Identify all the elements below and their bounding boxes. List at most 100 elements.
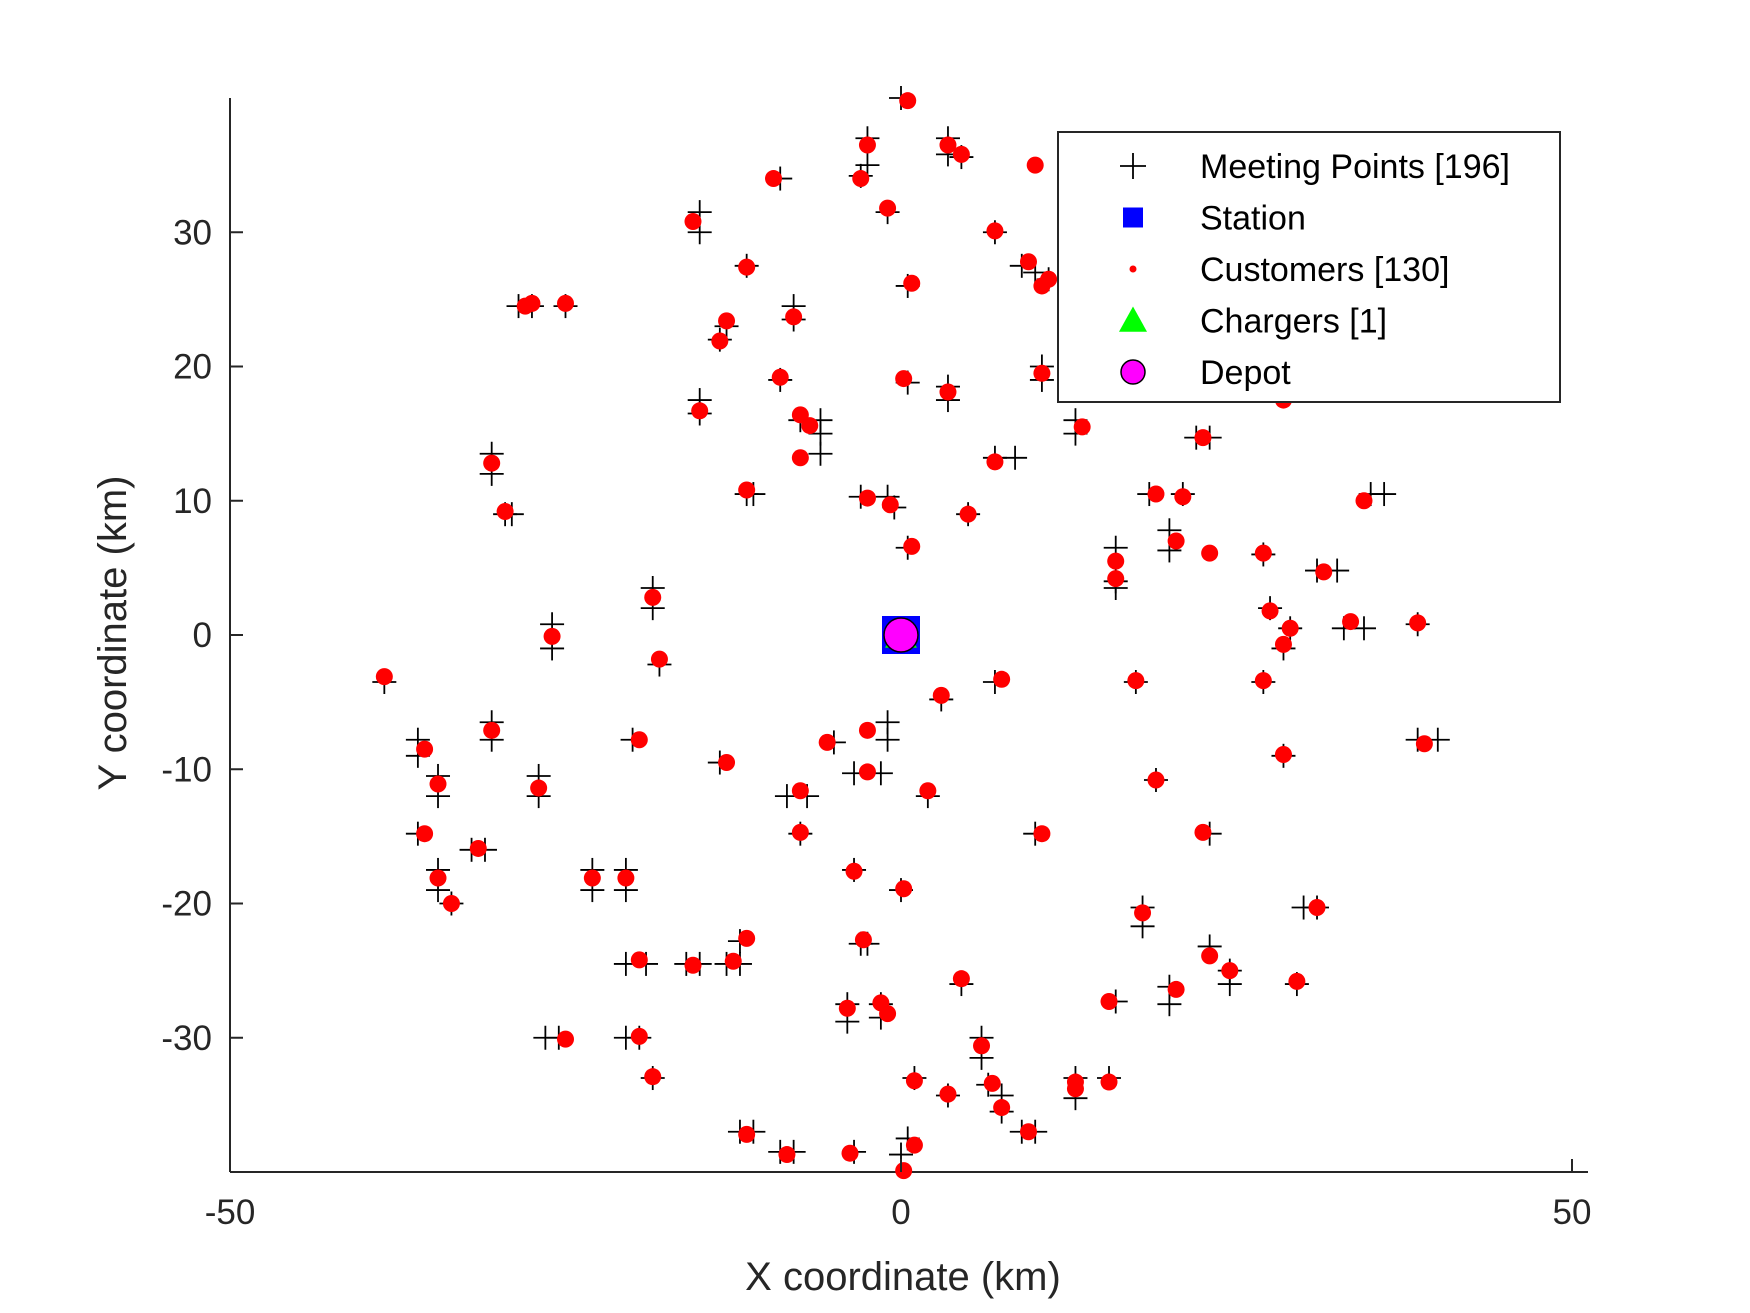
customer-marker — [838, 999, 856, 1017]
customer-marker — [903, 537, 921, 555]
customer-marker — [416, 825, 434, 843]
y-tick-label: 20 — [173, 348, 212, 387]
customer-marker — [583, 869, 601, 887]
meeting-point-marker — [808, 441, 833, 466]
customer-marker — [1274, 745, 1292, 763]
customer-marker — [858, 489, 876, 507]
depot-marker — [883, 617, 919, 653]
customer-marker — [469, 839, 487, 857]
legend-entry-label: Customers [130] — [1200, 251, 1449, 289]
x-tick-label: -50 — [205, 1193, 256, 1232]
meeting-point-marker — [808, 421, 833, 446]
customer-marker — [1040, 270, 1058, 288]
series-dot — [375, 92, 1433, 1180]
x-tick-label: 50 — [1553, 1193, 1592, 1232]
x-tick-label: 0 — [891, 1193, 910, 1232]
customer-marker — [895, 1162, 913, 1180]
legend: Meeting Points [196] Station Customers [13… — [1057, 131, 1561, 403]
customer-marker — [1033, 825, 1051, 843]
customer-marker — [738, 929, 756, 947]
meeting-point-marker — [875, 727, 900, 752]
customer-marker — [1194, 823, 1212, 841]
customer-marker — [530, 779, 548, 797]
legend-depot-icon — [1120, 359, 1146, 385]
customer-marker — [711, 332, 729, 350]
ticks: -50 0 50 -30 -20 -10 0 10 20 30 — [161, 213, 1591, 1232]
legend-customers-icon — [1129, 265, 1137, 273]
plot-area — [372, 86, 1450, 1180]
customer-marker — [841, 1144, 859, 1162]
customer-marker — [1281, 619, 1299, 637]
customer-marker — [724, 952, 742, 970]
customer-marker — [845, 862, 863, 880]
customer-marker — [993, 670, 1011, 688]
meeting-point-marker — [1003, 445, 1028, 470]
customer-marker — [557, 1030, 574, 1048]
customer-marker — [429, 869, 447, 887]
customer-marker — [983, 1074, 1001, 1092]
customer-marker — [1274, 635, 1292, 653]
customer-marker — [881, 496, 899, 514]
customer-marker — [617, 869, 635, 887]
customer-marker — [771, 368, 789, 386]
customer-marker — [738, 258, 756, 276]
customer-marker — [429, 775, 447, 793]
customer-marker — [718, 754, 736, 772]
customer-marker — [986, 222, 1004, 240]
legend-entry-label: Meeting Points [196] — [1200, 148, 1510, 186]
customer-marker — [738, 481, 756, 499]
customer-marker — [684, 213, 702, 231]
customer-marker — [1201, 947, 1219, 965]
customer-marker — [905, 1136, 923, 1154]
customer-marker — [791, 782, 809, 800]
customer-marker — [650, 650, 668, 668]
customer-marker — [644, 1068, 662, 1086]
customer-marker — [899, 92, 917, 110]
customer-marker — [932, 686, 950, 704]
customer-marker — [644, 588, 662, 606]
legend-box — [1057, 131, 1561, 403]
customer-marker — [1033, 364, 1051, 382]
customer-marker — [973, 1037, 991, 1055]
customer-marker — [1134, 904, 1152, 922]
customer-marker — [1308, 899, 1326, 917]
customer-marker — [1073, 418, 1091, 436]
customer-marker — [630, 1027, 648, 1045]
customer-marker — [952, 145, 970, 163]
customer-marker — [738, 1125, 756, 1143]
y-tick-label: -20 — [161, 885, 212, 924]
customer-marker — [905, 1072, 923, 1090]
y-tick-label: 10 — [173, 482, 212, 521]
meeting-point-marker — [1157, 992, 1182, 1017]
customer-marker — [1194, 429, 1212, 447]
legend-entry-label: Depot — [1200, 354, 1291, 392]
customer-marker — [1254, 544, 1272, 562]
customer-marker — [919, 782, 937, 800]
customer-marker — [1415, 735, 1433, 753]
customer-marker — [895, 880, 913, 898]
customer-marker — [375, 668, 393, 686]
customer-marker — [1355, 492, 1373, 510]
customer-marker — [1261, 602, 1279, 620]
customer-marker — [718, 312, 736, 330]
customer-marker — [1147, 771, 1165, 789]
y-tick-label: 0 — [193, 616, 212, 655]
customer-marker — [939, 1085, 957, 1103]
customer-marker — [483, 721, 501, 739]
customer-marker — [1221, 962, 1239, 980]
customer-marker — [442, 895, 460, 912]
y-axis-label: Y coordinate (km) — [91, 476, 135, 791]
series-circle — [883, 617, 919, 653]
customer-marker — [895, 370, 913, 388]
customer-marker — [852, 170, 870, 188]
customer-marker — [765, 170, 783, 188]
customer-marker — [1254, 672, 1272, 690]
customer-marker — [993, 1099, 1011, 1117]
customer-marker — [785, 308, 803, 326]
customer-marker — [1201, 544, 1219, 562]
customer-marker — [801, 417, 819, 435]
customer-marker — [952, 970, 970, 988]
legend-station-icon — [1123, 207, 1143, 228]
